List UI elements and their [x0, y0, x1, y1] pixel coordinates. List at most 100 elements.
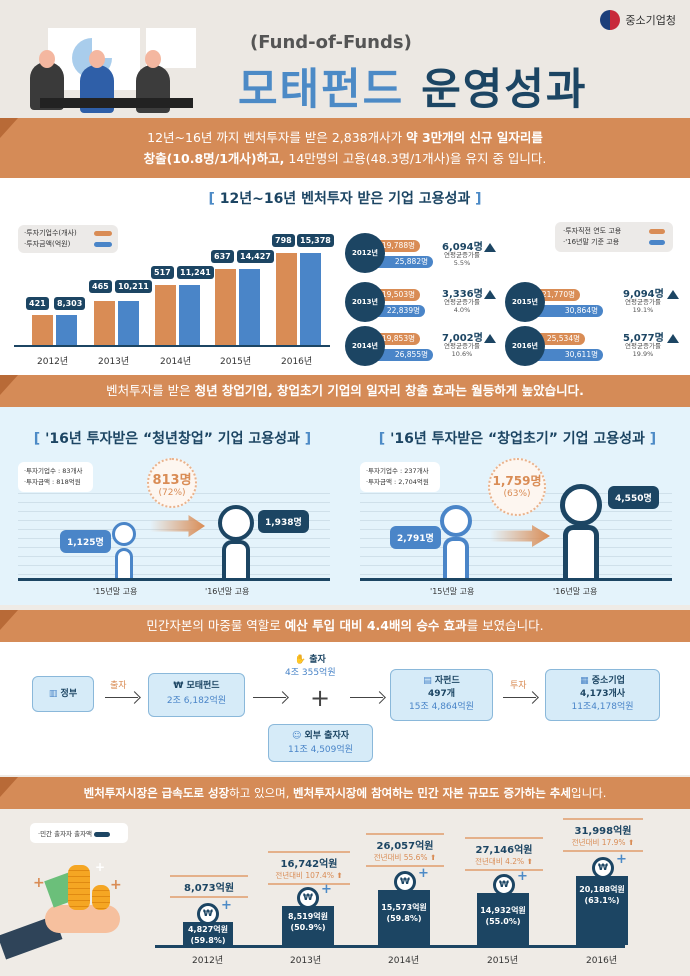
legend-swatch-blue	[649, 240, 665, 245]
total-amount: 26,057억원	[376, 841, 434, 852]
total-2013: 16,742억원 전년대비 107.4% ⬆	[268, 851, 350, 885]
yoy-growth: 전년대비 55.6%	[373, 853, 428, 862]
increase-percent: (72%)	[158, 488, 186, 498]
employment-row-2016: 25,534명 30,611명 2016년 5,077명 연평균증가률 19.9%	[505, 324, 685, 368]
youth-title: [ '16년 투자받은 “청년창업” 기업 고용성과 ]	[33, 431, 312, 447]
youth-after-bubble: 1,938명	[258, 510, 309, 533]
banner-bold-text: 벤처투자시장에 참여하는 민간 자본 규모도 증가하는 추세	[293, 786, 571, 800]
employment-rate: 연평균증가률 19.1%	[623, 298, 663, 314]
early-increase-circle: 1,759명 (63%)	[488, 458, 546, 516]
external-title: 외부 출자자	[304, 731, 350, 741]
plus-decor-icon: +	[95, 860, 106, 874]
subfund-amount: 15조 4,864억원	[409, 702, 474, 712]
section-title: [ 12년~16년 벤처투자 받은 기업 고용성과 ]	[208, 191, 482, 207]
total-2014: 26,057억원 전년대비 55.6% ⬆	[366, 833, 444, 867]
employment-row-2015: 21,770명 30,864명 2015년 9,094명 연평균증가률 19.1%	[505, 280, 685, 324]
private-amount: 14,932억원	[480, 906, 526, 915]
private-bar-2014: 15,573억원 (59.8%)	[378, 890, 430, 945]
banner-bold-text: 약 3만개의 신규 일자리를	[406, 130, 543, 145]
title-part-1: 모태펀드	[238, 65, 405, 115]
up-arrow-icon	[484, 334, 496, 343]
person-head-illustration	[39, 50, 55, 68]
plus-icon: +	[321, 882, 332, 897]
up-arrow-icon: ⬆	[429, 853, 437, 862]
chart-baseline	[155, 945, 625, 948]
invest-label: 투자	[510, 681, 527, 691]
banner-bold-text: 벤처투자시장은 급속도로 성장	[83, 786, 230, 800]
small-person-icon	[112, 522, 136, 546]
total-amount: 27,146억원	[475, 845, 533, 856]
up-arrow-icon	[667, 334, 679, 343]
bar-value-label: 8,303	[54, 297, 86, 310]
private-bar-2012: 4,827억원 (59.8%)	[183, 922, 233, 945]
ground-line	[18, 578, 330, 581]
private-share: (59.8%)	[386, 914, 422, 923]
employment-increase: 7,002명	[442, 333, 483, 344]
contrib-title: 출자	[309, 655, 326, 665]
caption-after: '16년말 고용	[553, 587, 598, 596]
employment-rate: 연평균증가률 19.9%	[623, 342, 663, 358]
taegeuk-logo-icon	[600, 10, 621, 30]
plus-icon: +	[221, 898, 232, 913]
private-bar-2013: 8,519억원 (50.9%)	[282, 906, 334, 945]
growth-arrow-icon	[150, 515, 205, 537]
early-before-bubble: 2,791명	[390, 526, 441, 549]
rate-value: 5.5%	[453, 259, 471, 267]
large-person-body	[563, 525, 599, 578]
hand-coin-icon: ✋	[294, 655, 307, 665]
desk-illustration	[40, 98, 193, 108]
info-line: ·투자기업수 : 83개사	[24, 467, 83, 475]
employment-increase: 6,094명	[442, 242, 483, 253]
sme-amount: 11조4,178억원	[571, 702, 634, 712]
government-box: ▥ 정부	[32, 676, 94, 712]
banner-text: 입니다.	[570, 786, 607, 800]
won-coin-icon: ₩	[592, 857, 614, 879]
arrow-icon	[503, 697, 536, 698]
bar-value-label: 14,427	[237, 250, 274, 263]
rate-value: 19.1%	[632, 306, 654, 314]
large-person-body	[222, 540, 250, 578]
private-amount: 15,573억원	[381, 903, 427, 912]
subfund-title: 자펀드	[434, 676, 460, 686]
employment-after-pill: 30,611명	[525, 349, 603, 361]
sub-fund-box: ▤ 자펀드 497개 15조 4,864억원	[390, 669, 493, 721]
org-name: 중소기업청	[625, 14, 676, 27]
employment-rate: 연평균증가률 5.5%	[442, 251, 482, 267]
bar-value-label: 798	[272, 234, 295, 247]
summary-banner: 12년~16년 까지 벤처투자를 받은 2,838개사가 약 3만개의 신규 일…	[0, 118, 690, 178]
people-icon: ☺	[291, 731, 302, 741]
bar-value-label: 11,241	[177, 266, 214, 279]
youth-increase-circle: 813명 (72%)	[147, 458, 197, 508]
bar-value-label: 465	[89, 280, 112, 293]
x-axis-label: 2013년	[98, 357, 130, 367]
external-investor-box: ☺ 외부 출자자 11조 4,509억원	[268, 724, 373, 762]
early-info-box: ·투자기업수 : 237개사 ·투자금액 : 2,704억원	[360, 462, 440, 492]
up-arrow-icon	[484, 290, 496, 299]
legend-label: ·투자금액(억원)	[24, 240, 71, 248]
bar-companies-2015	[215, 269, 236, 345]
bar-value-label: 15,378	[297, 234, 334, 247]
banner-text: 하고 있으며,	[229, 786, 294, 800]
rate-value: 19.9%	[632, 350, 654, 358]
bar-companies-2014	[155, 285, 176, 345]
coin-stack-illustration	[92, 885, 110, 910]
bar-value-label: 10,211	[115, 280, 152, 293]
early-title: [ '16년 투자받은 “창업초기” 기업 고용성과 ]	[378, 431, 657, 447]
year-circle: 2012년	[345, 233, 385, 273]
bar-amount-2016	[300, 253, 321, 345]
x-axis-label: 2012년	[192, 956, 224, 966]
rate-value: 4.0%	[453, 306, 471, 314]
multiplier-banner: 민간자본의 마중물 역할로 예산 투입 대비 4.4배의 승수 효과를 보였습니…	[0, 610, 690, 642]
private-bar-2015: 14,932억원 (55.0%)	[477, 893, 529, 945]
youth-before-bubble: 1,125명	[60, 530, 111, 553]
banner-text: 12년~16년 까지 벤처투자를 받은 2,838개사가	[147, 130, 407, 145]
x-axis-label: 2014년	[160, 357, 192, 367]
banner-text: 14만명의 고용(48.3명/1개사)을 유지 중 입니다.	[284, 151, 547, 166]
info-line: ·투자금액 : 818억원	[24, 478, 81, 486]
youth-info-box: ·투자기업수 : 83개사 ·투자금액 : 818억원	[18, 462, 93, 492]
banner-bold-text: 예산 투입 대비 4.4배의 승수 효과	[284, 618, 467, 633]
private-share: (50.9%)	[290, 923, 326, 932]
section-title-text: 12년~16년 벤처투자 받은 기업 고용성과	[219, 191, 471, 207]
x-axis-label: 2014년	[388, 956, 420, 966]
fund-card-icon: ▤	[423, 676, 432, 686]
